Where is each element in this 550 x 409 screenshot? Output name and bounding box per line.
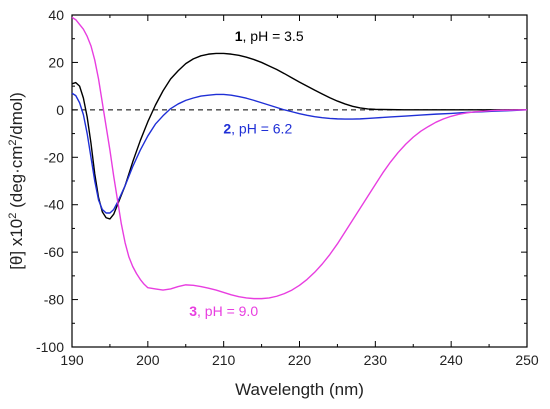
grid-and-axes: 190 200 210 220 230 240 25040200-20-40-60-80-1… xyxy=(36,7,539,368)
x-axis-title: Wavelength (nm) xyxy=(235,380,364,399)
x-tick-label: 230 xyxy=(364,352,388,368)
series-label-2: 2, pH = 6.2 xyxy=(223,121,292,137)
series-number: 3 xyxy=(189,303,197,319)
y-tick-label: 40 xyxy=(48,7,64,23)
y-tick-label: -100 xyxy=(36,339,64,355)
y-axis-title-part-3: /dmol) xyxy=(7,92,26,139)
x-tick-label: 250 xyxy=(515,352,539,368)
plot-frame xyxy=(71,14,528,348)
series-number: 1 xyxy=(235,28,243,44)
y-tick-label: 0 xyxy=(56,102,64,118)
x-tick-label: 220 xyxy=(288,352,312,368)
y-axis-title: [θ] x102 (deg·cm2/dmol) xyxy=(7,92,26,270)
series-label-1: 1, pH = 3.5 xyxy=(235,28,304,44)
x-tick-label: 210 xyxy=(212,352,236,368)
x-tick-label: 190 xyxy=(60,352,84,368)
y-tick-label: -20 xyxy=(44,149,64,165)
y-tick-label: -60 xyxy=(44,244,64,260)
series-condition: , pH = 3.5 xyxy=(243,28,304,44)
y-axis-title-sup-1: 2 xyxy=(7,213,19,219)
x-tick-label: 240 xyxy=(439,352,463,368)
series-line-3 xyxy=(71,16,528,300)
x-tick-label: 200 xyxy=(136,352,160,368)
series-line-2 xyxy=(71,92,528,214)
annotation-layer: 1, pH = 3.5 2, pH = 6.2 3, pH = 9.0 xyxy=(189,28,304,319)
series-condition: , pH = 6.2 xyxy=(231,121,292,137)
series-line-1 xyxy=(71,52,527,220)
y-axis-title-part-2: (deg·cm xyxy=(7,146,26,213)
series-label-3: 3, pH = 9.0 xyxy=(189,303,258,319)
series-condition: , pH = 9.0 xyxy=(197,303,258,319)
series-layer xyxy=(71,16,528,300)
y-axis-title-part-1: [θ] x10 xyxy=(7,219,26,270)
series-number: 2 xyxy=(223,121,231,137)
y-axis-title-sup-2: 2 xyxy=(7,139,19,145)
y-tick-label: 20 xyxy=(48,54,64,70)
y-tick-label: -80 xyxy=(44,292,64,308)
y-tick-label: -40 xyxy=(44,197,64,213)
